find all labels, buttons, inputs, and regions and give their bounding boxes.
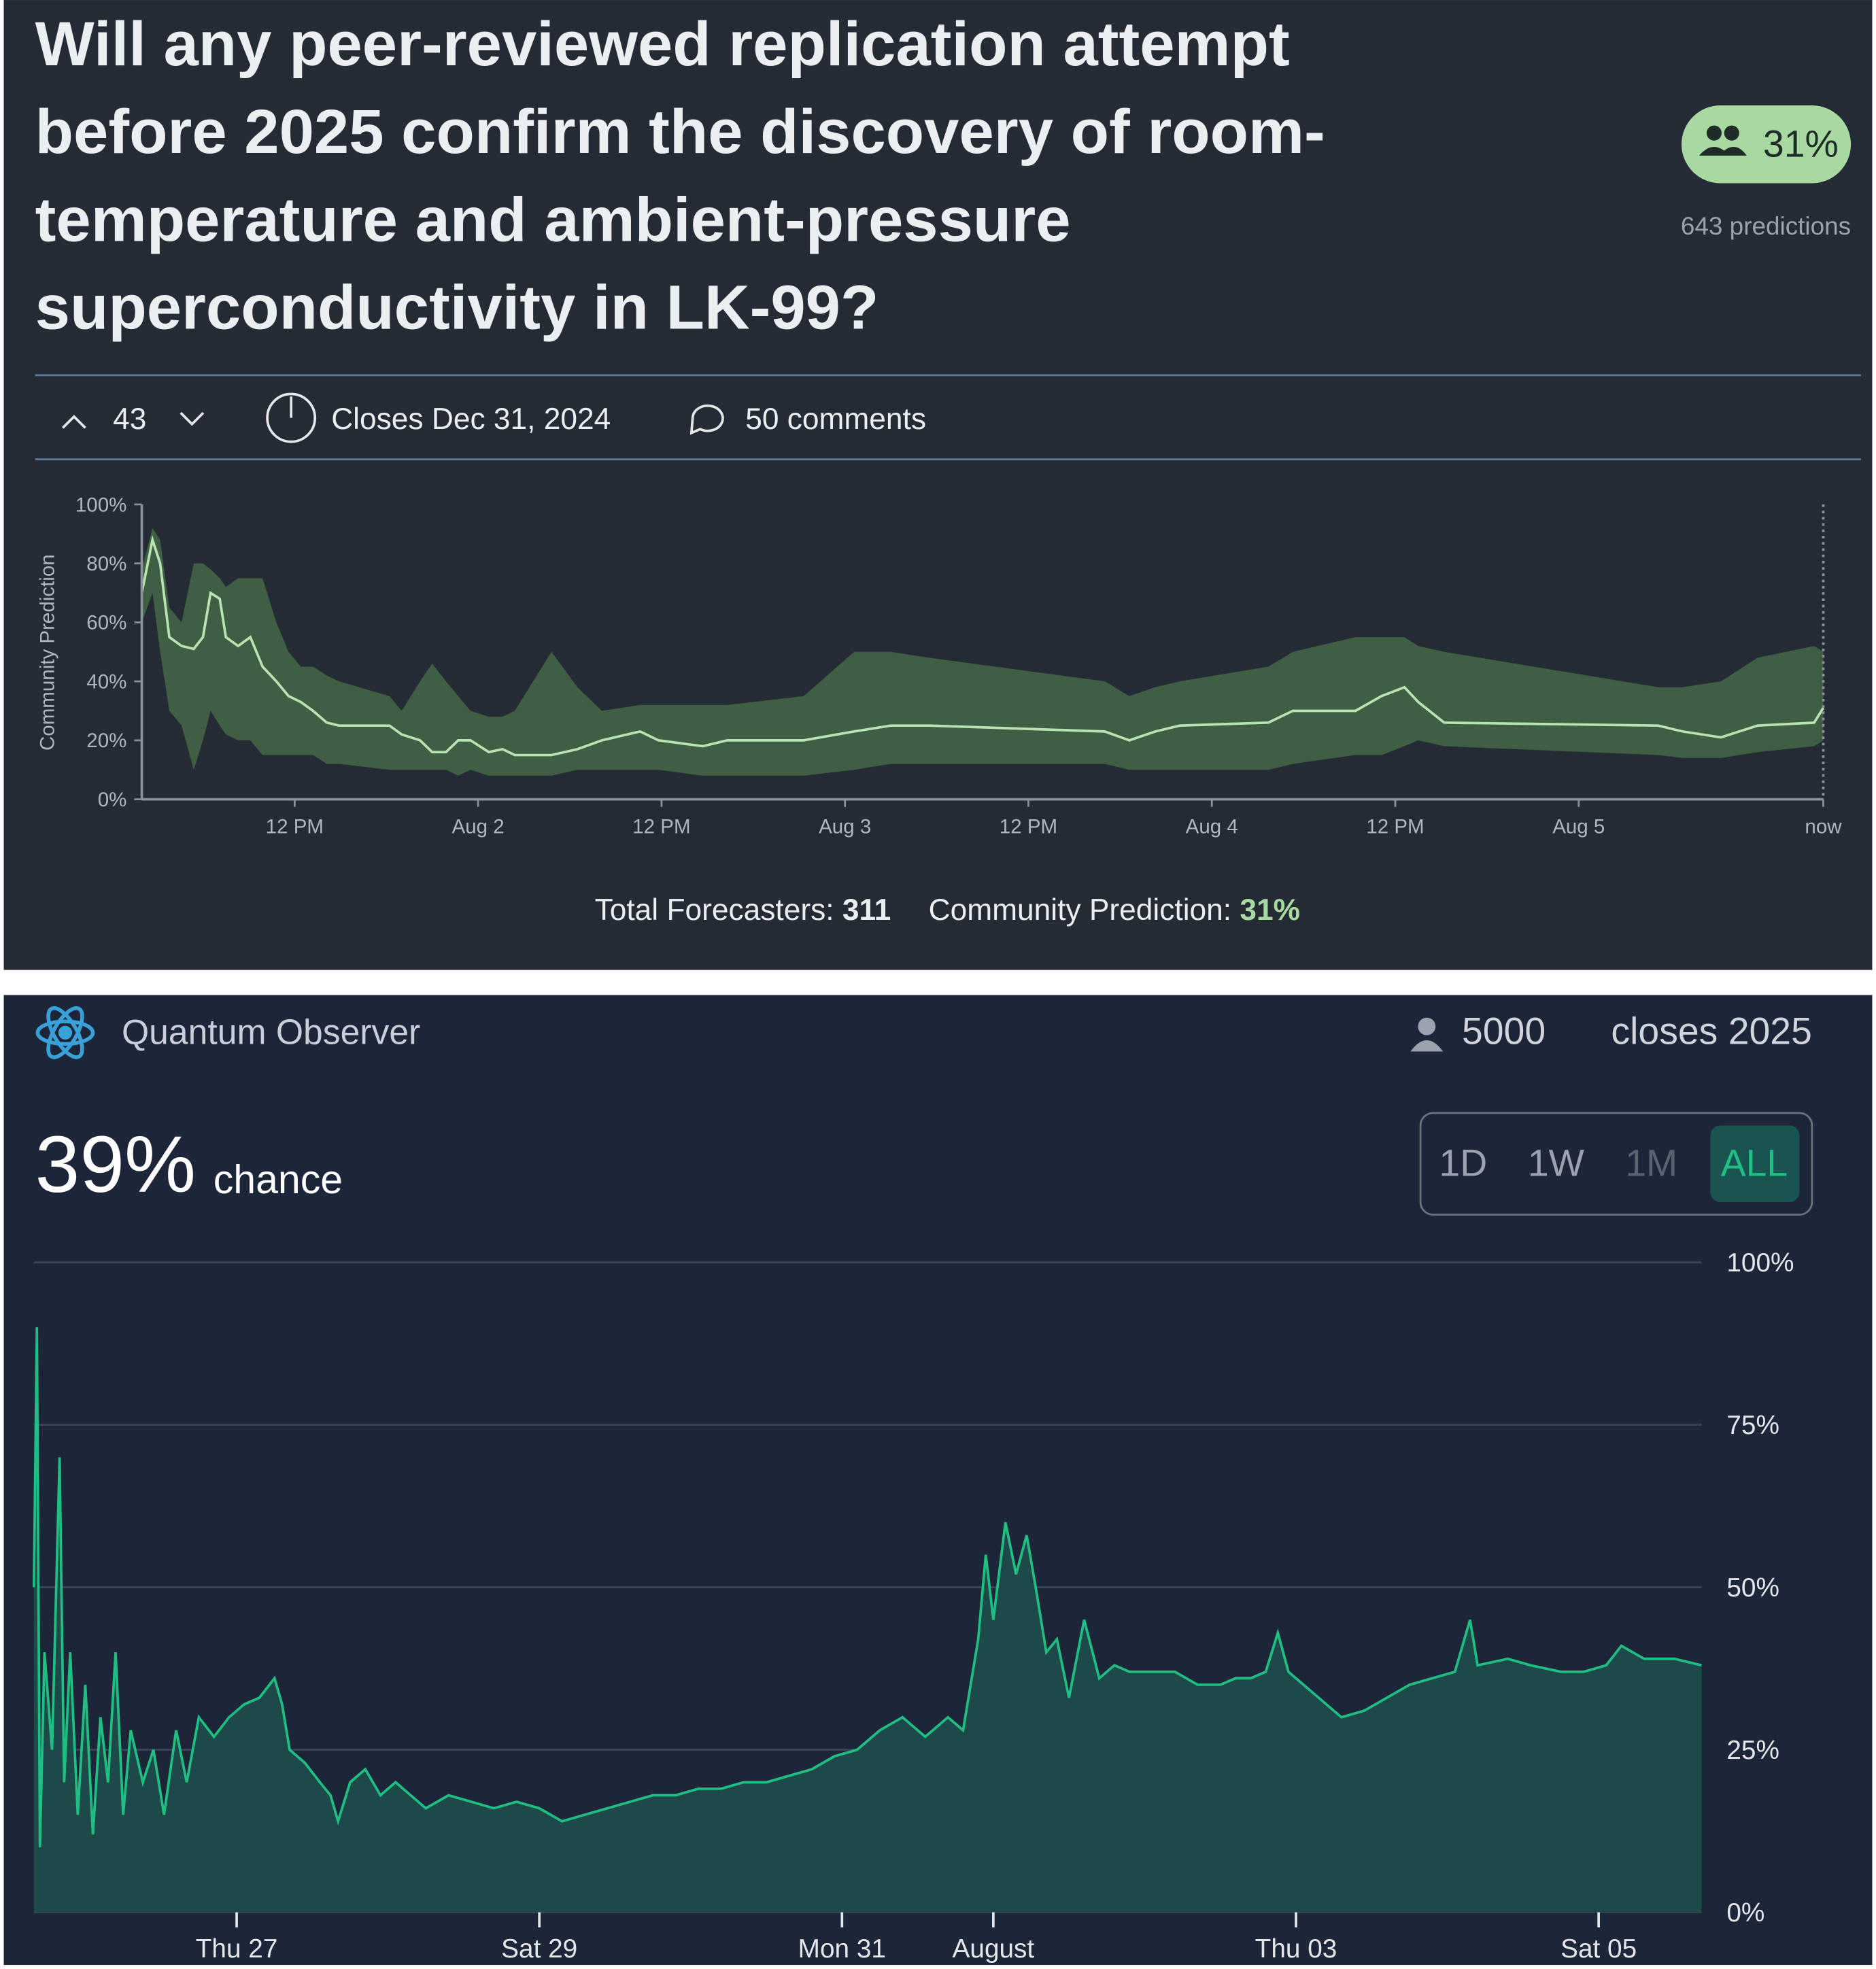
x-tick-label: 12 PM	[1366, 815, 1424, 838]
prediction-badge[interactable]	[1681, 105, 1852, 184]
range-button[interactable]: 1D	[1439, 1142, 1487, 1184]
footer-value: 31%	[1240, 893, 1300, 927]
y-tick-label: 75%	[1726, 1411, 1779, 1440]
predictions-count: 643 predictions	[1681, 212, 1851, 240]
x-tick-label: now	[1805, 815, 1842, 838]
footer-label: Community Prediction:	[929, 893, 1231, 927]
title-line: Will any peer-reviewed replication attem…	[35, 8, 1290, 79]
x-tick-label: Aug 4	[1186, 815, 1238, 838]
range-button[interactable]: 1M	[1625, 1142, 1677, 1184]
y-tick-label: 0%	[1726, 1898, 1764, 1928]
range-selector	[1419, 1112, 1813, 1216]
x-tick-label: 12 PM	[266, 815, 324, 838]
x-tick-label: Aug 3	[819, 815, 871, 838]
upvote[interactable]	[61, 415, 86, 429]
market-close: closes 2025	[1611, 1010, 1811, 1052]
probability-line	[32, 1327, 1702, 1847]
y-tick-label: 25%	[1726, 1736, 1779, 1765]
question-title: Will any peer-reviewed replication attem…	[35, 8, 1325, 343]
trader-count: 5000	[1462, 1010, 1546, 1052]
vote-count: 43	[113, 403, 146, 436]
comment-icon	[689, 404, 724, 435]
market-probability: 39%	[35, 1120, 196, 1210]
x-tick-label: Mon 31	[798, 1934, 886, 1964]
badge-value: 31%	[1763, 123, 1839, 165]
x-tick-label: Aug 5	[1552, 815, 1605, 838]
y-tick-label: 60%	[86, 612, 126, 634]
y-tick-label: 50%	[1726, 1573, 1779, 1603]
range-button[interactable]: 1W	[1528, 1142, 1585, 1184]
probability-area	[33, 1327, 1702, 1913]
confidence-band	[141, 528, 1824, 776]
y-tick-label: 40%	[86, 670, 126, 693]
prediction-line	[140, 534, 1825, 757]
probability-suffix: chance	[214, 1157, 343, 1202]
y-tick-label: 80%	[86, 553, 126, 575]
title-line: before 2025 confirm the discovery of roo…	[35, 96, 1325, 167]
x-tick-label: August	[953, 1934, 1035, 1964]
x-tick-label: Thu 27	[196, 1934, 278, 1964]
chart-footer: Total Forecasters: 311 Community Predicti…	[595, 893, 1300, 927]
range-button[interactable]: ALL	[1721, 1142, 1788, 1184]
title-line: superconductivity in LK-99?	[35, 272, 879, 343]
x-tick-label: Aug 2	[452, 815, 505, 838]
x-tick-label: Sat 05	[1561, 1934, 1637, 1964]
y-tick-label: 100%	[75, 494, 126, 516]
y-tick-label: 20%	[86, 730, 126, 752]
footer-value: 311	[842, 893, 891, 927]
y-axis-label: Community Prediction	[36, 554, 58, 751]
y-tick-label: 0%	[98, 789, 127, 811]
footer-label: Total Forecasters:	[595, 893, 834, 927]
y-tick-label: 100%	[1726, 1248, 1794, 1278]
x-tick-label: 12 PM	[1000, 815, 1057, 838]
x-tick-label: Sat 29	[501, 1934, 577, 1964]
brand-name: Quantum Observer	[122, 1012, 420, 1051]
brand-logo	[35, 1006, 95, 1059]
clock-icon	[266, 392, 317, 443]
title-line: temperature and ambient-pressure	[35, 184, 1071, 254]
x-tick-label: 12 PM	[632, 815, 690, 838]
x-tick-label: Thu 03	[1255, 1934, 1337, 1964]
downvote[interactable]	[180, 411, 205, 426]
close-date: Closes Dec 31, 2024	[331, 403, 611, 436]
trader-icon	[1410, 1017, 1444, 1052]
people-icon	[1699, 125, 1747, 156]
range-active	[1710, 1125, 1800, 1203]
comment-count[interactable]: 50 comments	[745, 403, 926, 436]
question-card	[3, 0, 1873, 970]
